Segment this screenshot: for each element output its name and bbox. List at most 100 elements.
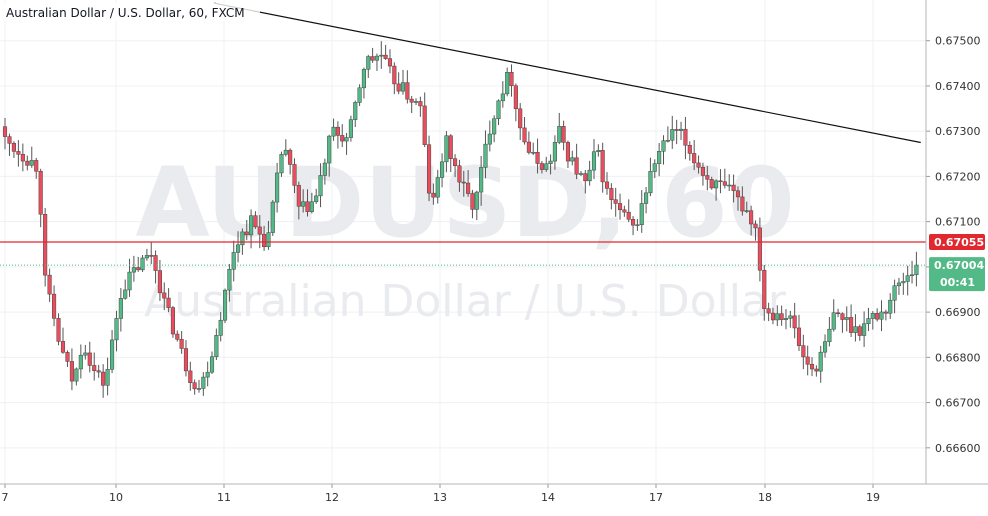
- candle-body: [731, 184, 736, 192]
- candle-body: [422, 105, 427, 145]
- candle: [405, 70, 410, 104]
- candle: [353, 100, 358, 128]
- candle-body: [578, 173, 584, 175]
- candle-body: [496, 100, 501, 119]
- candle-body: [870, 313, 875, 319]
- y-tick-label: 0.66900: [935, 306, 981, 319]
- candle: [296, 181, 301, 220]
- candle-body: [309, 201, 314, 212]
- candle-body: [626, 211, 631, 220]
- candle: [749, 205, 754, 236]
- candle-body: [805, 356, 810, 365]
- candle-body: [513, 85, 518, 110]
- candle-body: [318, 175, 323, 197]
- candle-body: [583, 173, 588, 182]
- candle: [413, 98, 419, 105]
- candle-body: [413, 101, 419, 103]
- candle-body: [240, 231, 245, 246]
- candle: [335, 121, 340, 149]
- candle: [583, 170, 588, 194]
- candle: [283, 139, 288, 157]
- candle: [552, 135, 557, 170]
- candle-body: [875, 313, 880, 320]
- candle-body: [331, 126, 336, 137]
- chart-title: Australian Dollar / U.S. Dollar, 60, FXC…: [6, 6, 245, 20]
- candle-body: [335, 126, 340, 136]
- candle: [96, 364, 101, 378]
- candle-body: [766, 308, 771, 314]
- candle-body: [305, 201, 310, 212]
- candle: [357, 84, 362, 107]
- candle: [526, 131, 531, 155]
- candle-body: [613, 199, 618, 204]
- candle: [314, 188, 319, 204]
- candle-body: [461, 181, 466, 184]
- candle-body: [500, 93, 505, 102]
- x-tick-label: 13: [433, 491, 447, 504]
- candle: [361, 67, 366, 99]
- x-tick-label: 12: [325, 491, 339, 504]
- candle: [539, 160, 544, 174]
- candle: [548, 154, 553, 175]
- candle-body: [631, 219, 636, 226]
- candle: [322, 158, 327, 185]
- candle: [665, 126, 670, 143]
- candle-body: [457, 165, 462, 183]
- candle-body: [344, 137, 349, 142]
- candle-body: [127, 271, 132, 291]
- candle-body: [209, 356, 215, 373]
- candle: [827, 317, 832, 347]
- candle: [879, 300, 884, 332]
- candle: [639, 190, 644, 233]
- candle-body: [479, 167, 484, 193]
- candle: [570, 150, 575, 166]
- candle-body: [431, 192, 436, 198]
- candle: [101, 364, 106, 398]
- candle-body: [7, 136, 12, 144]
- candle-body: [56, 318, 61, 342]
- candle-body: [687, 144, 692, 154]
- candle-body: [110, 339, 115, 370]
- candle-body: [270, 201, 275, 233]
- candle: [731, 174, 736, 203]
- candle-body: [522, 127, 527, 143]
- candle-body: [591, 151, 597, 171]
- candle-body: [283, 149, 288, 155]
- candle: [431, 183, 436, 205]
- candle-body: [901, 281, 906, 284]
- candle: [110, 330, 115, 374]
- candle: [518, 103, 523, 141]
- candle: [700, 162, 705, 186]
- candle: [222, 288, 228, 324]
- candle-body: [253, 215, 258, 228]
- price-tags: 0.67055 0.67004 00:41: [929, 234, 985, 292]
- candle: [722, 168, 727, 189]
- candle-body: [222, 289, 228, 321]
- candle: [144, 248, 149, 261]
- candle-body: [301, 201, 306, 207]
- candle: [661, 135, 666, 165]
- candle-body: [518, 108, 523, 129]
- candle-body: [762, 269, 767, 309]
- candle: [20, 143, 25, 172]
- candle-body: [440, 161, 445, 178]
- candle: [466, 170, 471, 197]
- candle-body: [909, 274, 915, 277]
- candle-body: [149, 255, 154, 257]
- candle: [11, 141, 16, 158]
- candle-body: [374, 55, 380, 61]
- candle-body: [827, 328, 832, 342]
- candle-body: [905, 275, 910, 282]
- candle: [257, 215, 262, 249]
- candle-body: [192, 382, 197, 390]
- candle-body: [635, 224, 640, 227]
- candle-body: [123, 289, 128, 299]
- candle: [505, 67, 510, 97]
- candle: [209, 351, 215, 375]
- candle-body: [753, 223, 758, 229]
- candle-body: [792, 315, 797, 329]
- candle-body: [353, 102, 358, 120]
- candle-body: [796, 327, 802, 346]
- candle-body: [153, 255, 158, 271]
- candle: [25, 155, 30, 171]
